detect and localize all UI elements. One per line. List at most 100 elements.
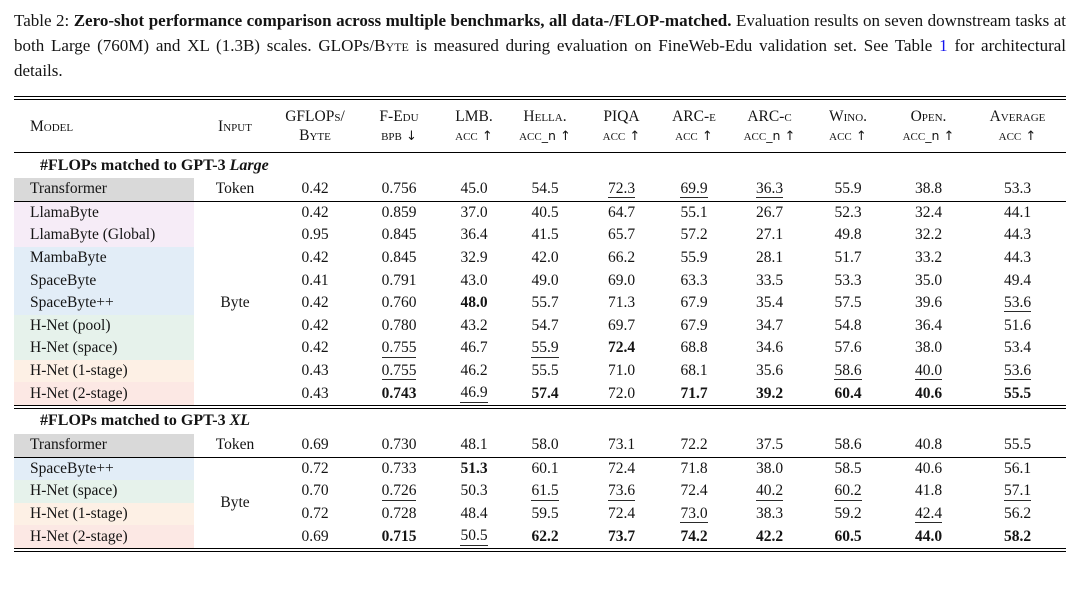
value-cell-arcc: 35.4 (731, 292, 808, 315)
metric-value: 44.1 (1003, 203, 1032, 221)
model-name: H-Net (1-stage) (30, 362, 128, 380)
value-cell-fedu: 0.743 (354, 382, 444, 405)
caption-bold-title: Zero-shot performance comparison across … (73, 11, 732, 30)
metric-value: 69.7 (607, 316, 636, 334)
metric-value: 60.1 (531, 459, 559, 477)
value-cell-arce: 68.1 (657, 360, 731, 383)
metric-value: 48.4 (460, 505, 488, 523)
value-cell-hella: 61.5 (504, 480, 586, 503)
value-cell-lmb: 51.3 (444, 457, 504, 480)
value-cell-wino: 51.7 (808, 247, 888, 270)
arrow-glyph: ↑ (701, 128, 713, 144)
value-cell-arce: 57.2 (657, 224, 731, 247)
value-cell-hella: 60.1 (504, 457, 586, 480)
section-header: #FLOPs matched to GPT-3 XL (14, 408, 1066, 434)
metric-value: 39.6 (914, 294, 943, 312)
metric-value: 53.4 (1003, 339, 1032, 357)
metric-value: 34.6 (755, 339, 784, 357)
metric-value: 43.2 (460, 316, 488, 334)
value-cell-lmb: 48.0 (444, 292, 504, 315)
value-cell-piqa: 69.7 (586, 315, 657, 338)
model-name: MambaByte (30, 249, 107, 267)
arrow-glyph: ↑ (560, 128, 571, 144)
value-cell-piqa: 73.1 (586, 433, 657, 458)
value-cell-hella: 49.0 (504, 269, 586, 292)
metric-value: 72.3 (607, 180, 636, 199)
metric-value: 71.8 (680, 459, 708, 477)
metric-value: 32.4 (914, 203, 943, 221)
arrow-up-icon: ↑ (939, 128, 955, 144)
col-header-hella: Hella. acc_n ↑ (504, 99, 586, 153)
model-name-cell: SpaceByte++ (14, 291, 194, 315)
metric-value: 71.7 (680, 384, 708, 402)
model-name-cell: H-Net (1-stage) (14, 502, 194, 526)
metric-value: 35.6 (755, 362, 784, 380)
input-type-cell: Byte (194, 457, 276, 548)
value-cell-lmb: 43.0 (444, 269, 504, 292)
table-1-link[interactable]: 1 (939, 36, 948, 55)
col-subtitle-suffix: _n (925, 127, 940, 143)
value-cell-avg: 58.2 (969, 525, 1066, 548)
value-cell-wino: 58.6 (808, 360, 888, 383)
arrow-glyph: ↑ (943, 128, 955, 144)
metric-value: 53.6 (1003, 294, 1032, 313)
value-cell-piqa: 72.3 (586, 178, 657, 202)
value-cell-avg: 53.3 (969, 178, 1066, 202)
col-title: Hella. (523, 107, 567, 125)
metric-value: 36.3 (755, 180, 784, 199)
metric-value: 46.2 (460, 362, 488, 380)
value-cell-arcc: 42.2 (731, 525, 808, 548)
input-type-cell: Byte (194, 201, 276, 405)
value-cell-hella: 55.7 (504, 292, 586, 315)
arrow-glyph: ↑ (481, 128, 493, 144)
metric-value: 67.9 (680, 316, 708, 334)
value-cell-open: 40.6 (888, 457, 969, 480)
value-cell-gflops: 0.70 (276, 480, 354, 503)
value-cell-gflops: 0.72 (276, 503, 354, 526)
value-cell-arcc: 36.3 (731, 178, 808, 202)
metric-value: 58.5 (834, 459, 862, 477)
value-cell-avg: 55.5 (969, 382, 1066, 405)
metric-value: 0.42 (301, 316, 329, 334)
metric-value: 35.4 (755, 294, 784, 312)
metric-value: 0.72 (301, 459, 329, 477)
double-rule (14, 404, 1066, 409)
metric-value: 72.0 (607, 384, 636, 402)
model-name-cell: H-Net (1-stage) (14, 359, 194, 383)
model-name-cell: SpaceByte++ (14, 457, 194, 481)
caption-label: Table 2: (14, 11, 74, 30)
arrow-up-icon: ↑ (1021, 129, 1036, 144)
input-type-label: Token (215, 180, 255, 198)
metric-value: 38.0 (914, 339, 943, 357)
value-cell-gflops: 0.69 (276, 433, 354, 458)
metric-value: 54.5 (531, 180, 559, 198)
metric-value: 0.42 (301, 339, 329, 357)
metric-value: 49.0 (531, 271, 559, 289)
value-cell-arcc: 33.5 (731, 269, 808, 292)
input-type-label: Token (215, 436, 255, 454)
metric-value: 0.43 (301, 384, 329, 402)
value-cell-fedu: 0.730 (354, 433, 444, 458)
section-header-emphasis: XL (229, 412, 251, 430)
value-cell-arce: 55.9 (657, 247, 731, 270)
metric-value: 0.42 (301, 203, 329, 221)
model-name: Transformer (30, 436, 107, 454)
metric-value: 0.715 (381, 527, 417, 545)
value-cell-hella: 54.7 (504, 315, 586, 338)
model-name: H-Net (1-stage) (30, 505, 128, 523)
value-cell-lmb: 37.0 (444, 201, 504, 224)
value-cell-arcc: 37.5 (731, 433, 808, 458)
value-cell-piqa: 65.7 (586, 224, 657, 247)
value-cell-hella: 57.4 (504, 382, 586, 405)
value-cell-piqa: 72.4 (586, 503, 657, 526)
arrow-up-icon: ↑ (852, 129, 867, 144)
col-header-piqa: PIQA acc ↑ (586, 99, 657, 153)
metric-value: 55.5 (1003, 384, 1032, 402)
metric-value: 63.3 (680, 271, 708, 289)
double-rule (14, 547, 1066, 552)
col-subtitle: acc ↑ (969, 126, 1066, 146)
arrow-up-icon: ↑ (780, 129, 796, 144)
col-subtitle-metric: bpb (381, 126, 402, 144)
metric-value: 55.5 (1003, 436, 1032, 454)
metric-value: 57.6 (834, 339, 862, 357)
